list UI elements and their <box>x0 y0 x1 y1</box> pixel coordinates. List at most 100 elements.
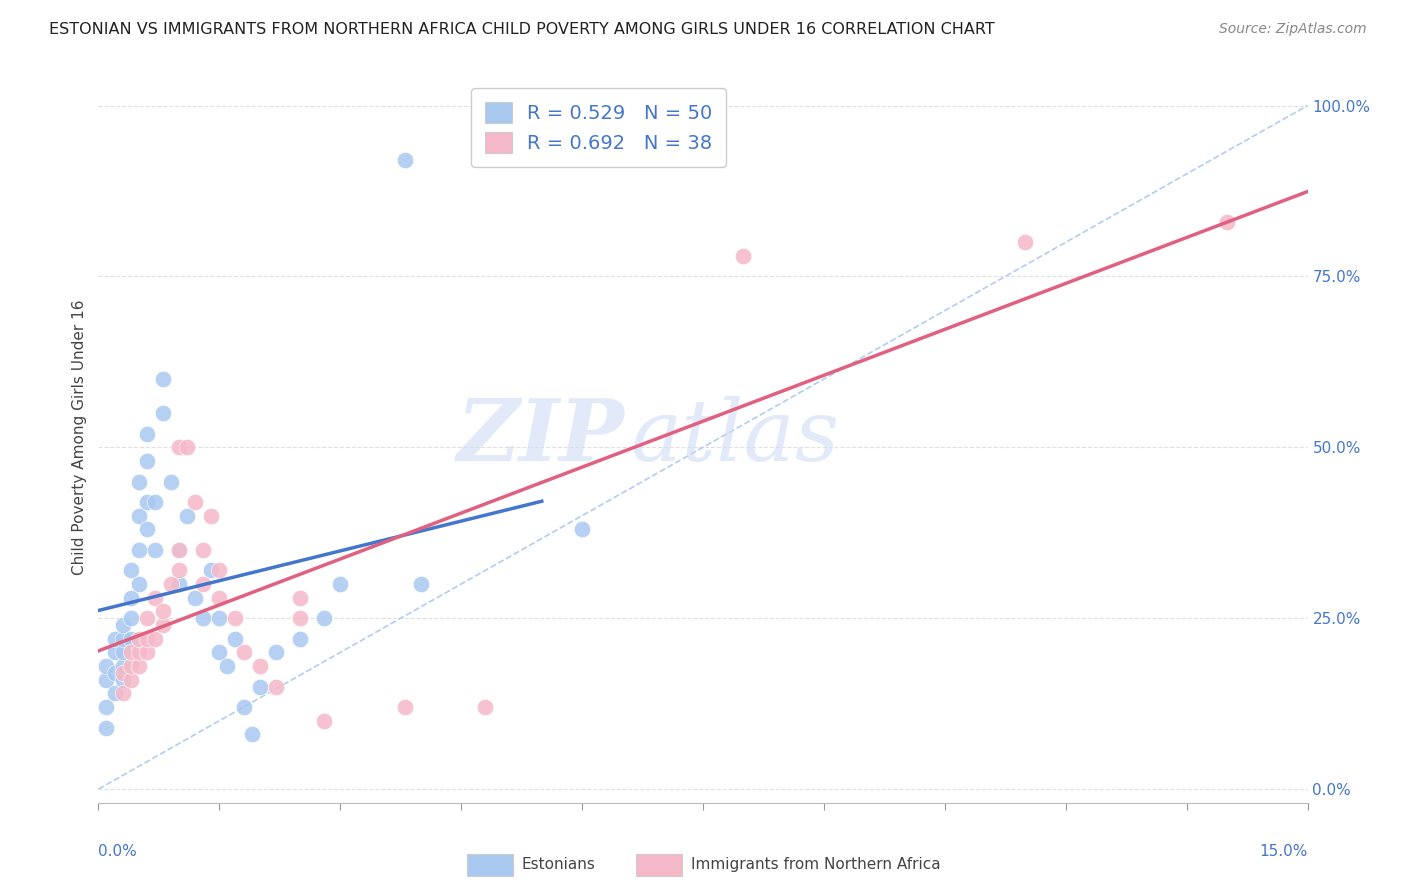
Point <box>571 522 593 536</box>
Point <box>103 686 125 700</box>
Point <box>176 508 198 523</box>
Point <box>232 700 254 714</box>
Point <box>193 577 215 591</box>
Point <box>143 495 166 509</box>
Point <box>120 673 142 687</box>
Point <box>288 632 311 646</box>
Point <box>249 659 271 673</box>
Point <box>208 611 231 625</box>
Point <box>329 577 352 591</box>
Point <box>409 577 432 591</box>
Point <box>208 645 231 659</box>
Point <box>152 372 174 386</box>
Point <box>128 508 150 523</box>
Point <box>120 563 142 577</box>
Point <box>103 665 125 680</box>
Point <box>167 440 190 454</box>
Point <box>232 645 254 659</box>
Point <box>474 700 496 714</box>
Point <box>120 632 142 646</box>
Point <box>176 440 198 454</box>
Point <box>120 645 142 659</box>
Point <box>135 632 157 646</box>
Point <box>152 604 174 618</box>
Point <box>120 591 142 605</box>
Point <box>217 659 239 673</box>
FancyBboxPatch shape <box>637 854 682 876</box>
Point <box>394 153 416 168</box>
Y-axis label: Child Poverty Among Girls Under 16: Child Poverty Among Girls Under 16 <box>72 300 87 574</box>
Point <box>120 659 142 673</box>
Point <box>135 611 157 625</box>
Text: Estonians: Estonians <box>522 857 596 872</box>
Point <box>224 632 246 646</box>
Point <box>143 632 166 646</box>
Point <box>128 659 150 673</box>
Point <box>167 577 190 591</box>
Point <box>314 611 336 625</box>
FancyBboxPatch shape <box>467 854 513 876</box>
Point <box>288 611 311 625</box>
Text: ZIP: ZIP <box>457 395 624 479</box>
Point <box>193 542 215 557</box>
Point <box>135 522 157 536</box>
Point <box>128 475 150 489</box>
Point <box>249 680 271 694</box>
Point <box>240 727 263 741</box>
Point <box>111 686 134 700</box>
Text: atlas: atlas <box>630 396 839 478</box>
Point <box>120 611 142 625</box>
Point <box>200 508 222 523</box>
Point <box>152 618 174 632</box>
Point <box>200 563 222 577</box>
Point <box>128 542 150 557</box>
Point <box>193 611 215 625</box>
Point <box>96 673 118 687</box>
Point <box>128 577 150 591</box>
Point <box>135 426 157 441</box>
Point <box>143 542 166 557</box>
Point <box>314 714 336 728</box>
Point <box>160 475 183 489</box>
Point <box>135 454 157 468</box>
Text: 0.0%: 0.0% <box>98 845 138 860</box>
Point <box>184 591 207 605</box>
Point <box>167 542 190 557</box>
Text: ESTONIAN VS IMMIGRANTS FROM NORTHERN AFRICA CHILD POVERTY AMONG GIRLS UNDER 16 C: ESTONIAN VS IMMIGRANTS FROM NORTHERN AFR… <box>49 22 995 37</box>
Point <box>135 645 157 659</box>
Point <box>111 659 134 673</box>
Legend: R = 0.529   N = 50, R = 0.692   N = 38: R = 0.529 N = 50, R = 0.692 N = 38 <box>471 88 725 167</box>
Point <box>111 665 134 680</box>
Point <box>96 659 118 673</box>
Point <box>96 700 118 714</box>
Text: Immigrants from Northern Africa: Immigrants from Northern Africa <box>690 857 941 872</box>
Point <box>167 542 190 557</box>
Point <box>184 495 207 509</box>
Point <box>111 673 134 687</box>
Point <box>160 577 183 591</box>
Point <box>103 645 125 659</box>
Point <box>288 591 311 605</box>
Point <box>96 721 118 735</box>
Point <box>264 645 287 659</box>
Point <box>143 591 166 605</box>
Text: Source: ZipAtlas.com: Source: ZipAtlas.com <box>1219 22 1367 37</box>
Point <box>135 495 157 509</box>
Point <box>152 406 174 420</box>
Point <box>394 700 416 714</box>
Point <box>111 645 134 659</box>
Point <box>733 249 755 263</box>
Point <box>128 632 150 646</box>
Point <box>128 645 150 659</box>
Point <box>224 611 246 625</box>
Point <box>103 632 125 646</box>
Point <box>111 632 134 646</box>
Point <box>167 563 190 577</box>
Point <box>208 591 231 605</box>
Point <box>1216 215 1239 229</box>
Point <box>264 680 287 694</box>
Point <box>208 563 231 577</box>
Point <box>111 618 134 632</box>
Text: 15.0%: 15.0% <box>1260 845 1308 860</box>
Point <box>1014 235 1036 250</box>
